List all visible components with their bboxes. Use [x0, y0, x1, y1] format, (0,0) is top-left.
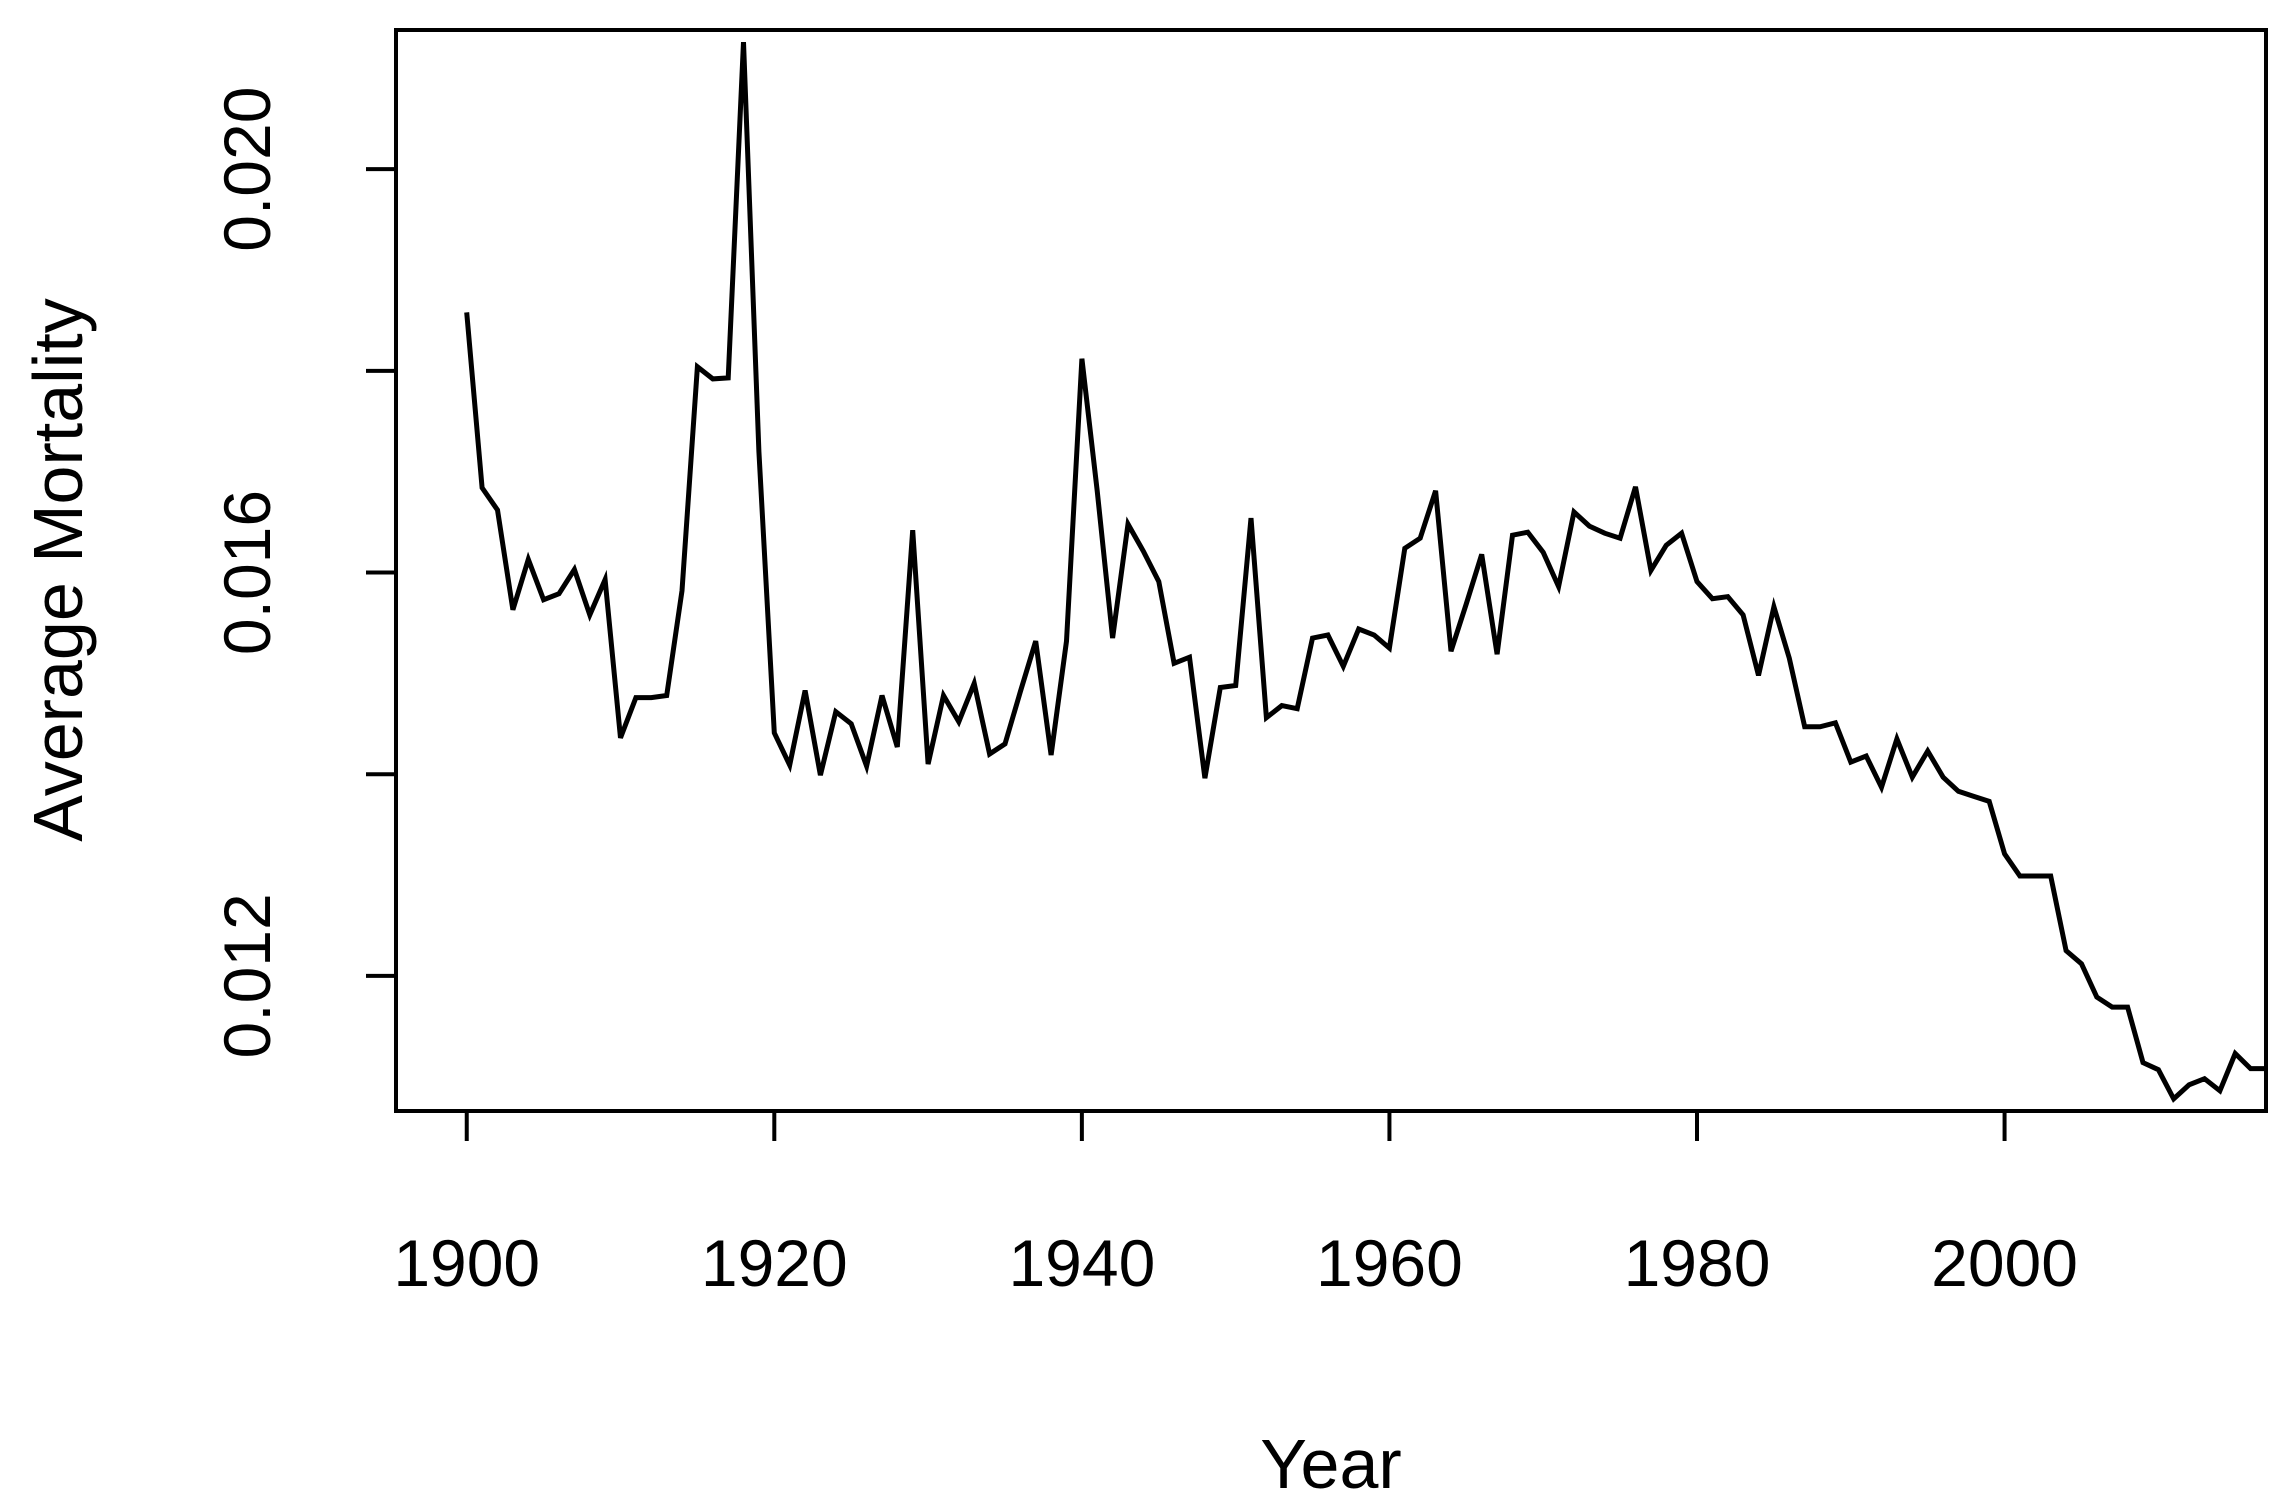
x-tick-label: 1900	[393, 1226, 540, 1300]
y-axis: 0.012 0.016 0.020	[210, 87, 398, 1058]
x-tick-label: 1940	[1008, 1226, 1155, 1300]
y-tick-label: 0.012	[210, 893, 284, 1058]
mortality-series-line	[464, 41, 2266, 1103]
x-tick-label: 1960	[1316, 1226, 1463, 1300]
x-axis-title: Year	[1260, 1425, 1401, 1503]
x-axis: 1900 1920 1940 1960 1980 2000	[393, 1109, 2078, 1300]
x-tick-label: 1980	[1624, 1226, 1771, 1300]
x-tick-label: 1920	[701, 1226, 848, 1300]
y-tick-label: 0.016	[210, 490, 284, 655]
x-tick-label: 2000	[1931, 1226, 2078, 1300]
plot-frame	[394, 28, 2268, 1113]
y-axis-title: Average Mortality	[19, 298, 97, 841]
y-tick-label: 0.020	[210, 87, 284, 252]
